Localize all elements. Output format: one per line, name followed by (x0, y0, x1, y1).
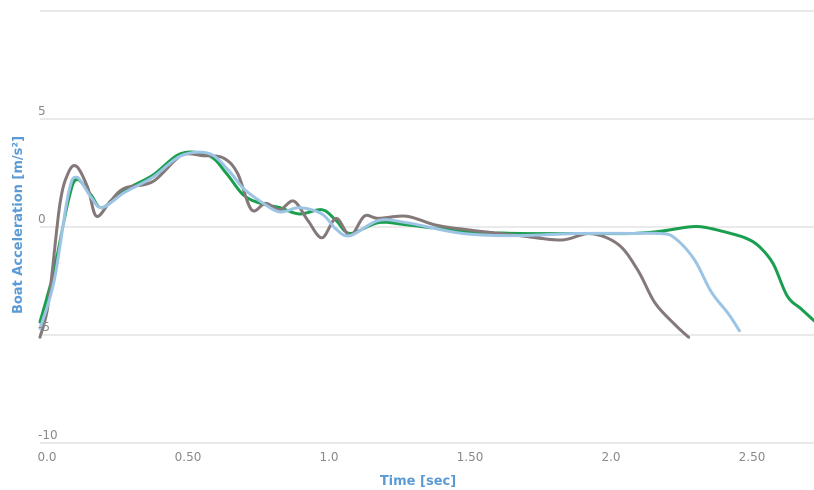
x-tick-label: 2.50 (739, 450, 766, 464)
x-tick-label: 1.50 (457, 450, 484, 464)
series-lines (38, 150, 814, 339)
y-tick-labels: 5 0 -5 -10 (38, 104, 58, 442)
y-tick-label: -10 (38, 428, 58, 442)
x-tick-label: 2.0 (601, 450, 620, 464)
y-tick-label: -5 (38, 320, 50, 334)
series-line-3 (38, 150, 741, 333)
x-tick-label: 1.0 (319, 450, 338, 464)
x-tick-label: 0.0 (37, 450, 56, 464)
y-axis-title: Boat Acceleration [m/s²] (11, 136, 26, 314)
x-tick-label: 0.50 (175, 450, 202, 464)
y-tick-label: 0 (38, 212, 46, 226)
y-tick-label: 5 (38, 104, 46, 118)
series-line-2 (38, 152, 691, 339)
x-axis-title: Time [sec] (380, 474, 456, 489)
x-tick-labels: 0.0 0.50 1.0 1.50 2.0 2.50 (37, 450, 765, 464)
